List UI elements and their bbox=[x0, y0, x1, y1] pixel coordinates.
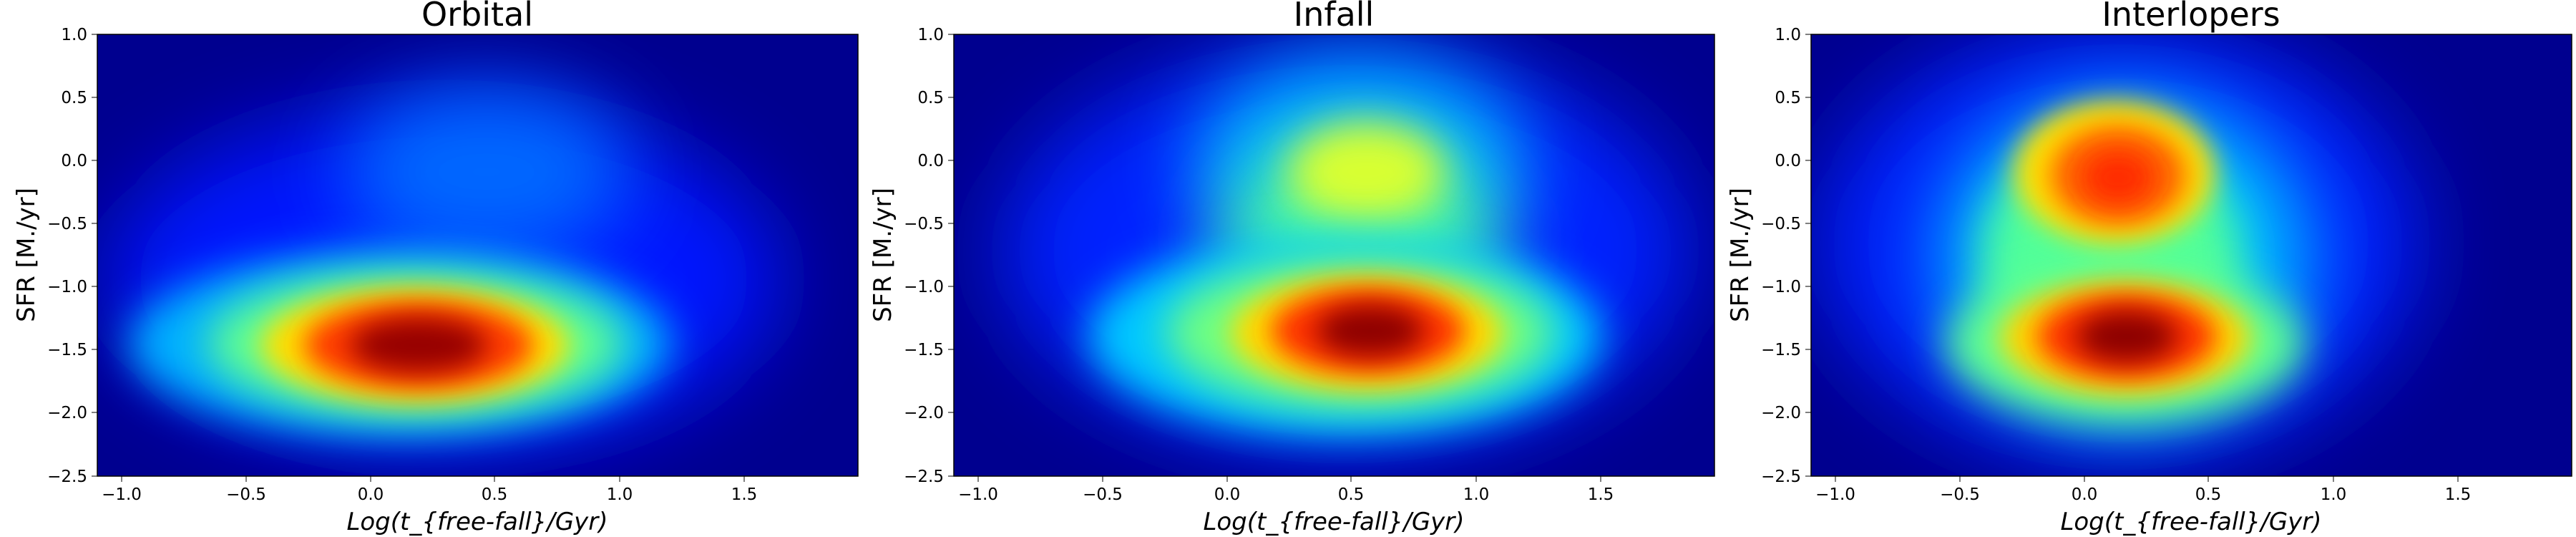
y-axis-label: SFR [M./yr] bbox=[12, 188, 41, 322]
x-tick-label: 0.0 bbox=[358, 485, 384, 504]
x-tick-label: −0.5 bbox=[1083, 485, 1123, 504]
y-tick-label: 0.0 bbox=[1775, 152, 1801, 170]
panel-interlopers: Interlopers −1.0 −0.5 0.0 0.5 1 bbox=[1726, 0, 2572, 536]
y-tick-label: −1.0 bbox=[1761, 278, 1801, 296]
x-axis-label: Log(t_{free-fall}/Gyr) bbox=[2060, 508, 2321, 536]
x-tick-label: 0.0 bbox=[2072, 485, 2098, 504]
y-tick-label: −2.0 bbox=[1761, 404, 1801, 422]
density-heatmap bbox=[954, 34, 1714, 476]
y-ticks: 1.0 0.5 0.0 −0.5 −1.0 −1.5 −2.0 −2.5 bbox=[904, 26, 954, 486]
y-tick-label: 0.5 bbox=[1775, 89, 1801, 107]
x-ticks: −1.0 −0.5 0.0 0.5 1.0 1.5 bbox=[102, 476, 757, 504]
y-ticks: 1.0 0.5 0.0 −0.5 −1.0 −1.5 −2.0 −2.5 bbox=[1761, 26, 1811, 486]
y-axis-label: SFR [M./yr] bbox=[1726, 188, 1755, 322]
y-tick-label: −2.5 bbox=[904, 468, 944, 486]
y-tick-label: −0.5 bbox=[904, 215, 944, 233]
x-tick-label: −0.5 bbox=[1940, 485, 1980, 504]
y-axis-label: SFR [M./yr] bbox=[869, 188, 897, 322]
y-tick-label: 1.0 bbox=[1775, 26, 1801, 44]
x-tick-label: 1.5 bbox=[1588, 485, 1614, 504]
x-tick-label: 0.5 bbox=[2195, 485, 2222, 504]
y-tick-label: 0.5 bbox=[61, 89, 87, 107]
x-ticks: −1.0 −0.5 0.0 0.5 1.0 1.5 bbox=[958, 476, 1614, 504]
x-ticks: −1.0 −0.5 0.0 0.5 1.0 1.5 bbox=[1815, 476, 2471, 504]
x-tick-label: 1.5 bbox=[2445, 485, 2472, 504]
y-tick-label: −1.0 bbox=[904, 278, 944, 296]
x-tick-label: −1.0 bbox=[958, 485, 998, 504]
y-tick-label: 1.0 bbox=[61, 26, 87, 44]
panel-title: Interlopers bbox=[2102, 0, 2280, 34]
y-tick-label: −2.5 bbox=[47, 468, 87, 486]
x-tick-label: 1.0 bbox=[607, 485, 633, 504]
x-tick-label: 1.0 bbox=[2321, 485, 2347, 504]
x-axis-label: Log(t_{free-fall}/Gyr) bbox=[346, 508, 608, 536]
y-tick-label: −1.5 bbox=[47, 341, 87, 359]
y-tick-label: −2.0 bbox=[47, 404, 87, 422]
y-tick-label: −1.0 bbox=[47, 278, 87, 296]
panel-title: Infall bbox=[1294, 0, 1375, 34]
density-heatmap bbox=[1811, 34, 2572, 476]
y-tick-label: 0.0 bbox=[917, 152, 944, 170]
panel-title: Orbital bbox=[421, 0, 533, 34]
x-tick-label: 1.0 bbox=[1463, 485, 1490, 504]
x-tick-label: −1.0 bbox=[102, 485, 142, 504]
x-tick-label: 1.5 bbox=[731, 485, 758, 504]
y-tick-label: 1.0 bbox=[917, 26, 944, 44]
y-tick-label: −0.5 bbox=[1761, 215, 1801, 233]
density-heatmap bbox=[97, 34, 858, 476]
y-tick-label: 0.5 bbox=[917, 89, 944, 107]
y-tick-label: −2.5 bbox=[1761, 468, 1801, 486]
x-axis-label: Log(t_{free-fall}/Gyr) bbox=[1203, 508, 1464, 536]
x-tick-label: −0.5 bbox=[226, 485, 266, 504]
panel-infall: Infall −1.0 −0.5 0.0 0.5 1.0 1.5 bbox=[869, 0, 1715, 536]
y-tick-label: −0.5 bbox=[47, 215, 87, 233]
y-tick-label: −1.5 bbox=[904, 341, 944, 359]
y-tick-label: 0.0 bbox=[61, 152, 87, 170]
y-tick-label: −2.0 bbox=[904, 404, 944, 422]
y-ticks: 1.0 0.5 0.0 −0.5 −1.0 −1.5 −2.0 −2.5 bbox=[47, 26, 97, 486]
panel-orbital: Orbital −1.0 −0.5 0.0 0.5 1.0 1.5 bbox=[12, 0, 859, 536]
x-tick-label: 0.5 bbox=[482, 485, 508, 504]
y-tick-label: −1.5 bbox=[1761, 341, 1801, 359]
x-tick-label: 0.5 bbox=[1338, 485, 1365, 504]
x-tick-label: 0.0 bbox=[1214, 485, 1241, 504]
x-tick-label: −1.0 bbox=[1815, 485, 1855, 504]
